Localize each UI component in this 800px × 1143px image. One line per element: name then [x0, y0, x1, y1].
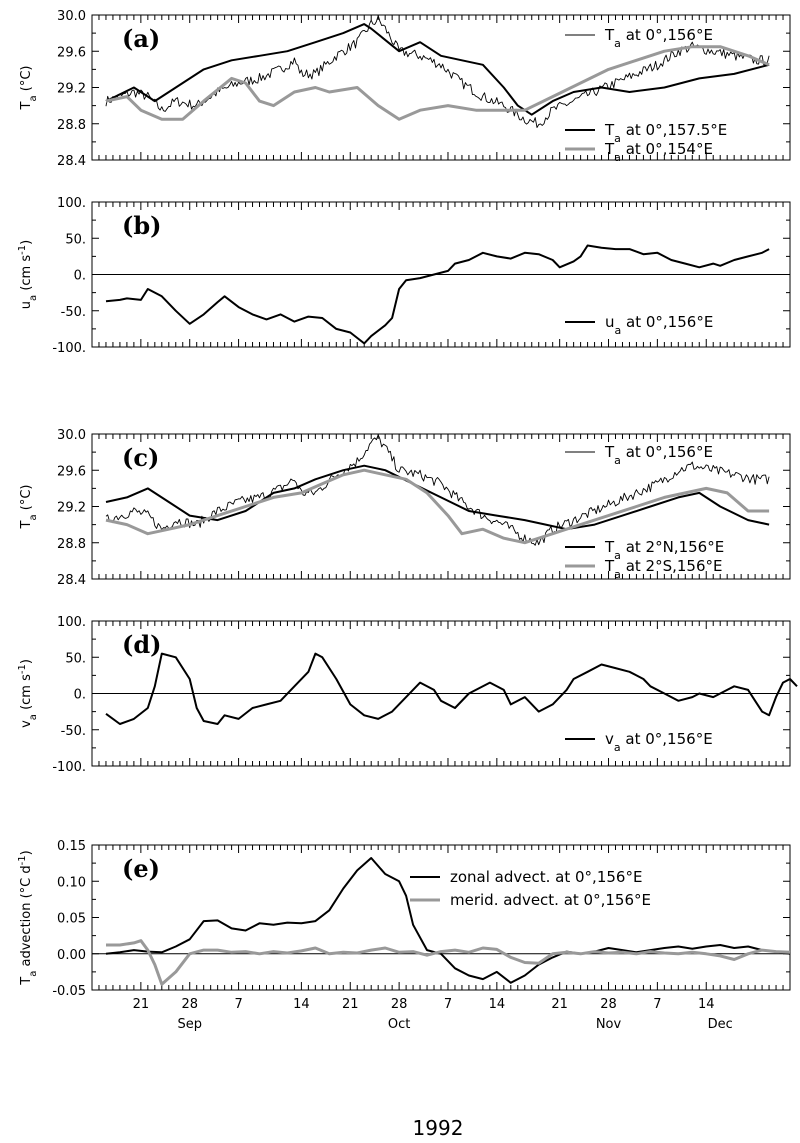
- series-line-1: [105, 464, 770, 531]
- y-tick-label: 28.8: [57, 537, 86, 552]
- x-tick-label: 28: [181, 997, 198, 1012]
- x-tick-label: 28: [391, 997, 408, 1012]
- legend-label: Ta at 0°,156°E: [604, 26, 713, 50]
- year-label: 1992: [413, 1116, 464, 1140]
- panel-e: -0.05 0.00 0.05 0.10 0.15 Ta advection (°C d-…: [17, 839, 791, 999]
- series-line-2: [105, 468, 770, 545]
- panel-label: (b): [122, 211, 162, 240]
- x-tick-label: 28: [600, 997, 617, 1012]
- y-axis-label: ua (cm s-1): [17, 240, 39, 309]
- x-tick-label: 7: [444, 997, 452, 1012]
- y-tick-label: 28.4: [57, 154, 86, 169]
- legend-label: Ta at 0°,154°E: [604, 140, 713, 164]
- series-line-0: [105, 434, 770, 546]
- panel-label: (e): [122, 854, 160, 883]
- y-tick-label: 0.00: [57, 948, 86, 963]
- month-label: Sep: [177, 1017, 202, 1032]
- panel-label: (d): [122, 630, 162, 659]
- panel-c: 28.4 28.8 29.2 29.6 30.0 Ta (°C) (c) Ta at 0°,1…: [19, 428, 791, 588]
- series-line-2: [105, 45, 770, 121]
- x-tick-label: 14: [489, 997, 506, 1012]
- y-tick-label: 29.6: [57, 45, 86, 60]
- y-tick-label: 50.: [65, 651, 86, 666]
- month-label: Nov: [596, 1017, 622, 1032]
- series-line-1: [106, 939, 791, 986]
- legend-label: Ta at 2°N,156°E: [604, 538, 724, 562]
- y-tick-label: 100.: [57, 615, 86, 630]
- y-tick-label: 0.05: [57, 912, 86, 927]
- y-axis-label: Ta (°C): [19, 66, 39, 111]
- x-tick-label: 14: [698, 997, 715, 1012]
- y-tick-label: 0.10: [57, 875, 86, 890]
- y-tick-label: 100.: [57, 196, 86, 211]
- month-label: Oct: [388, 1017, 410, 1032]
- y-tick-label: -100.: [52, 341, 86, 356]
- x-tick-label: 7: [234, 997, 242, 1012]
- legend-label: Ta at 0°,157.5°E: [604, 121, 727, 145]
- series-line-0: [105, 857, 791, 984]
- y-tick-label: 29.2: [57, 501, 86, 516]
- legend-label: va at 0°,156°E: [605, 730, 713, 754]
- x-tick-label: 7: [653, 997, 661, 1012]
- y-tick-label: 29.6: [57, 464, 86, 479]
- legend-label: merid. advect. at 0°,156°E: [450, 891, 651, 909]
- y-tick-label: -100.: [52, 760, 86, 775]
- y-tick-label: 28.4: [57, 573, 86, 588]
- legend-label: Ta at 2°S,156°E: [604, 557, 722, 581]
- panel-d: -100. -50. 0. 50. 100. va (cm s-1) (d) va at 0°…: [17, 615, 798, 775]
- y-tick-label: 0.: [74, 688, 86, 703]
- x-tick-label: 21: [551, 997, 568, 1012]
- panel-a: 28.4 28.8 29.2 29.6 30.0 Ta (°C) (a) Ta at 0°,1…: [19, 9, 791, 169]
- x-tick-label: 21: [342, 997, 359, 1012]
- series-line-1: [105, 23, 770, 116]
- x-tick-label: 21: [133, 997, 150, 1012]
- panel-label: (a): [122, 24, 160, 53]
- y-axis-label: va (cm s-1): [17, 659, 39, 728]
- x-tick-label: 14: [293, 997, 310, 1012]
- plot-frame: [91, 844, 791, 991]
- legend-label: Ta at 0°,156°E: [604, 443, 713, 467]
- panel-label: (c): [122, 443, 159, 472]
- y-tick-label: 30.0: [57, 428, 86, 443]
- series-line-0: [105, 15, 770, 128]
- y-tick-label: 30.0: [57, 9, 86, 24]
- y-tick-label: 28.8: [57, 118, 86, 133]
- y-tick-label: -0.05: [52, 984, 86, 999]
- legend-label: ua at 0°,156°E: [605, 313, 713, 337]
- y-axis-label: Ta advection (°C d-1): [17, 850, 39, 985]
- y-tick-label: -50.: [61, 305, 86, 320]
- y-tick-label: 0.15: [57, 839, 86, 854]
- panel-b: -100. -50. 0. 50. 100. ua (cm s-1) (b) ua at 0°…: [17, 196, 791, 356]
- series-line-0: [105, 244, 770, 345]
- y-axis-label: Ta (°C): [19, 485, 39, 530]
- month-label: Dec: [708, 1017, 733, 1032]
- series-line-0: [105, 652, 798, 725]
- y-tick-label: 29.2: [57, 82, 86, 97]
- y-tick-label: 50.: [65, 232, 86, 247]
- y-tick-label: 0.: [74, 269, 86, 284]
- legend-label: zonal advect. at 0°,156°E: [450, 868, 642, 886]
- y-tick-label: -50.: [61, 724, 86, 739]
